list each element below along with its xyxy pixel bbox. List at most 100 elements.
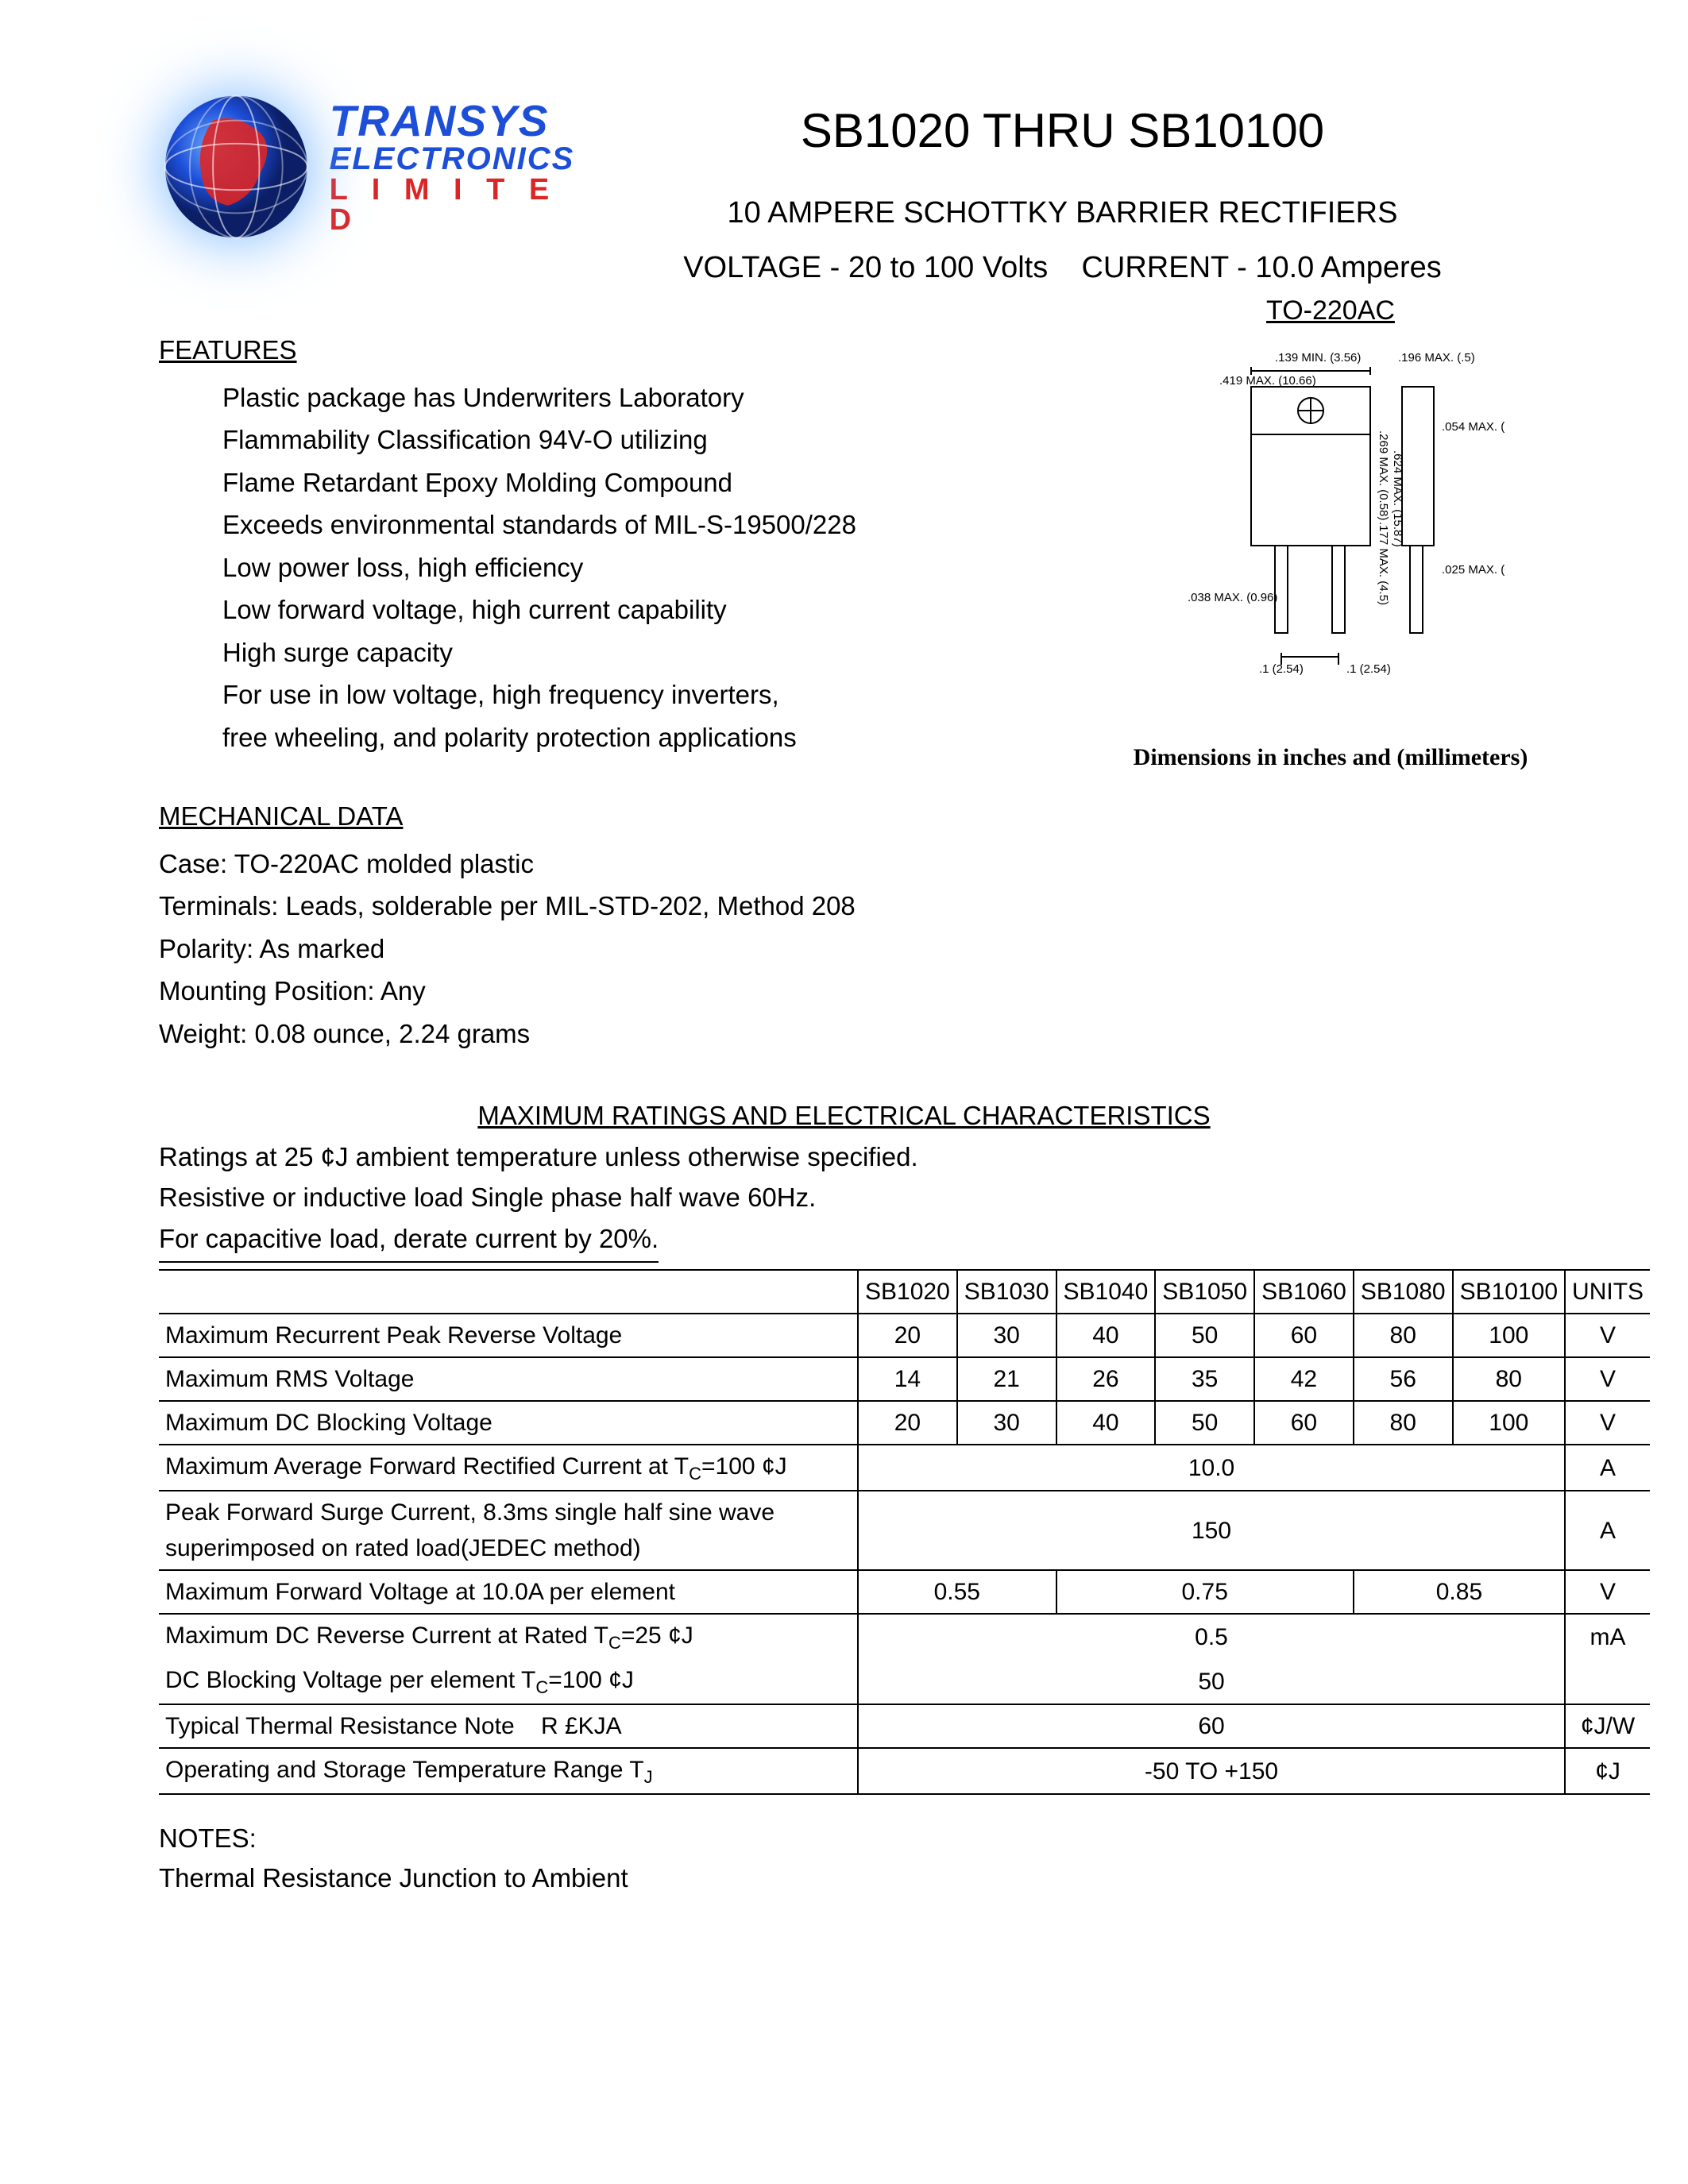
logo-block: TRANSYS ELECTRONICS L I M I T E D <box>159 87 596 246</box>
feature-item: Exceeds environmental standards of MIL-S… <box>222 505 1100 545</box>
title-sub2: VOLTAGE - 20 to 100 Volts CURRENT - 10.0… <box>596 245 1529 291</box>
table-unit: V <box>1565 1357 1650 1401</box>
table-param: Maximum Recurrent Peak Reverse Voltage <box>159 1314 858 1357</box>
table-value: 30 <box>957 1401 1056 1445</box>
svg-text:.624 MAX. (15.87): .624 MAX. (15.87) <box>1391 450 1404 547</box>
svg-text:.139 MIN. (3.56): .139 MIN. (3.56) <box>1275 351 1361 365</box>
svg-text:.025 MAX. (0.65): .025 MAX. (0.65) <box>1442 563 1505 577</box>
brand-line2: ELECTRONICS <box>330 143 596 175</box>
mechanical-heading: MECHANICAL DATA <box>159 797 1100 836</box>
table-value: 26 <box>1056 1357 1156 1401</box>
table-value: 0.85 <box>1354 1570 1565 1614</box>
table-unit: mA <box>1565 1614 1650 1659</box>
ratings-heading: MAXIMUM RATINGS AND ELECTRICAL CHARACTER… <box>159 1096 1529 1136</box>
svg-text:.269 MAX. (0.58): .269 MAX. (0.58) <box>1377 430 1390 520</box>
svg-text:.1 (2.54): .1 (2.54) <box>1259 662 1304 676</box>
table-value: 60 <box>1254 1401 1354 1445</box>
package-block: TO-220AC <box>1132 291 1529 775</box>
table-value: 150 <box>858 1491 1565 1570</box>
package-caption: Dimensions in inches and (millimeters) <box>1132 739 1529 775</box>
ratings-note: Ratings at 25 ¢J ambient temperature unl… <box>159 1137 1529 1177</box>
notes-text: Thermal Resistance Junction to Ambient <box>159 1858 1529 1898</box>
ratings-note: Resistive or inductive load Single phase… <box>159 1178 1529 1217</box>
feature-item: Flammability Classification 94V-O utiliz… <box>222 420 1100 460</box>
svg-text:.038 MAX. (0.96): .038 MAX. (0.96) <box>1188 591 1277 604</box>
table-unit <box>1565 1659 1650 1704</box>
brand-text: TRANSYS ELECTRONICS L I M I T E D <box>330 99 596 235</box>
table-value: 100 <box>1453 1314 1565 1357</box>
table-param: Maximum Forward Voltage at 10.0A per ele… <box>159 1570 858 1614</box>
table-unit: V <box>1565 1401 1650 1445</box>
feature-item: High surge capacity <box>222 633 1100 673</box>
table-value: 35 <box>1155 1357 1254 1401</box>
features-heading: FEATURES <box>159 330 1100 370</box>
globe-icon <box>159 87 314 246</box>
table-param: Typical Thermal Resistance Note R £KJA <box>159 1704 858 1748</box>
header-row: TRANSYS ELECTRONICS L I M I T E D SB1020… <box>159 87 1529 291</box>
table-value: 50 <box>1155 1401 1254 1445</box>
package-label: TO-220AC <box>1132 291 1529 331</box>
feature-item: Low forward voltage, high current capabi… <box>222 590 1100 630</box>
table-value: 50 <box>858 1659 1565 1704</box>
mechanical-item: Terminals: Leads, solderable per MIL-STD… <box>159 886 1100 926</box>
mechanical-list: Case: TO-220AC molded plasticTerminals: … <box>159 844 1100 1054</box>
table-column-header: SB1040 <box>1056 1270 1156 1314</box>
feature-item: Plastic package has Underwriters Laborat… <box>222 378 1100 418</box>
table-value: 14 <box>858 1357 957 1401</box>
svg-text:.177 MAX. (4.5): .177 MAX. (4.5) <box>1377 522 1390 605</box>
table-unit: A <box>1565 1491 1650 1570</box>
table-column-header: SB1080 <box>1354 1270 1453 1314</box>
table-value: 0.55 <box>858 1570 1056 1614</box>
notes-heading: NOTES: <box>159 1819 1529 1858</box>
title-main: SB1020 THRU SB10100 <box>596 95 1529 167</box>
table-column-header: SB1060 <box>1254 1270 1354 1314</box>
features-row: FEATURES Plastic package has Underwriter… <box>159 291 1529 1056</box>
brand-line1: TRANSYS <box>330 99 596 143</box>
table-column-header: SB10100 <box>1453 1270 1565 1314</box>
table-unit: ¢J/W <box>1565 1704 1650 1748</box>
mechanical-item: Mounting Position: Any <box>159 971 1100 1011</box>
table-value: 60 <box>858 1704 1565 1748</box>
table-value: 50 <box>1155 1314 1254 1357</box>
svg-text:.419 MAX. (10.66): .419 MAX. (10.66) <box>1219 374 1316 388</box>
svg-text:.1 (2.54): .1 (2.54) <box>1346 662 1391 676</box>
table-value: 60 <box>1254 1314 1354 1357</box>
table-value: 40 <box>1056 1314 1156 1357</box>
table-column-header: SB1030 <box>957 1270 1056 1314</box>
title-sub1: 10 AMPERE SCHOTTKY BARRIER RECTIFIERS <box>596 191 1529 236</box>
table-param: Operating and Storage Temperature Range … <box>159 1748 858 1794</box>
table-value: 80 <box>1354 1401 1453 1445</box>
table-value: 30 <box>957 1314 1056 1357</box>
svg-text:.054 MAX. (1.39): .054 MAX. (1.39) <box>1442 420 1505 434</box>
feature-item: free wheeling, and polarity protection a… <box>222 718 1100 758</box>
mechanical-item: Weight: 0.08 ounce, 2.24 grams <box>159 1014 1100 1054</box>
table-value: 20 <box>858 1314 957 1357</box>
table-param: Maximum DC Reverse Current at Rated TC=2… <box>159 1614 858 1659</box>
table-value: 20 <box>858 1401 957 1445</box>
ratings-note: For capacitive load, derate current by 2… <box>159 1219 659 1264</box>
ratings-notes: Ratings at 25 ¢J ambient temperature unl… <box>159 1137 1529 1264</box>
table-column-header: SB1050 <box>1155 1270 1254 1314</box>
title-block: SB1020 THRU SB10100 10 AMPERE SCHOTTKY B… <box>596 87 1529 291</box>
table-value: 80 <box>1453 1357 1565 1401</box>
table-unit: A <box>1565 1445 1650 1491</box>
table-unit: ¢J <box>1565 1748 1650 1794</box>
table-column-header: UNITS <box>1565 1270 1650 1314</box>
table-value: 0.75 <box>1056 1570 1354 1614</box>
table-value: 80 <box>1354 1314 1453 1357</box>
footer-notes: NOTES: Thermal Resistance Junction to Am… <box>159 1819 1529 1897</box>
feature-item: For use in low voltage, high frequency i… <box>222 675 1100 715</box>
feature-item: Low power loss, high efficiency <box>222 548 1100 588</box>
table-unit: V <box>1565 1570 1650 1614</box>
table-value: 40 <box>1056 1401 1156 1445</box>
table-param: Maximum Average Forward Rectified Curren… <box>159 1445 858 1491</box>
spec-table: SB1020SB1030SB1040SB1050SB1060SB1080SB10… <box>159 1269 1650 1795</box>
package-diagram: .139 MIN. (3.56) .419 MAX. (10.66) .196 … <box>1156 339 1505 720</box>
table-param: Peak Forward Surge Current, 8.3ms single… <box>159 1491 858 1570</box>
table-value: 42 <box>1254 1357 1354 1401</box>
table-value: 10.0 <box>858 1445 1565 1491</box>
mechanical-item: Case: TO-220AC molded plastic <box>159 844 1100 884</box>
table-value: 21 <box>957 1357 1056 1401</box>
table-value: 56 <box>1354 1357 1453 1401</box>
brand-line3: L I M I T E D <box>330 175 596 235</box>
